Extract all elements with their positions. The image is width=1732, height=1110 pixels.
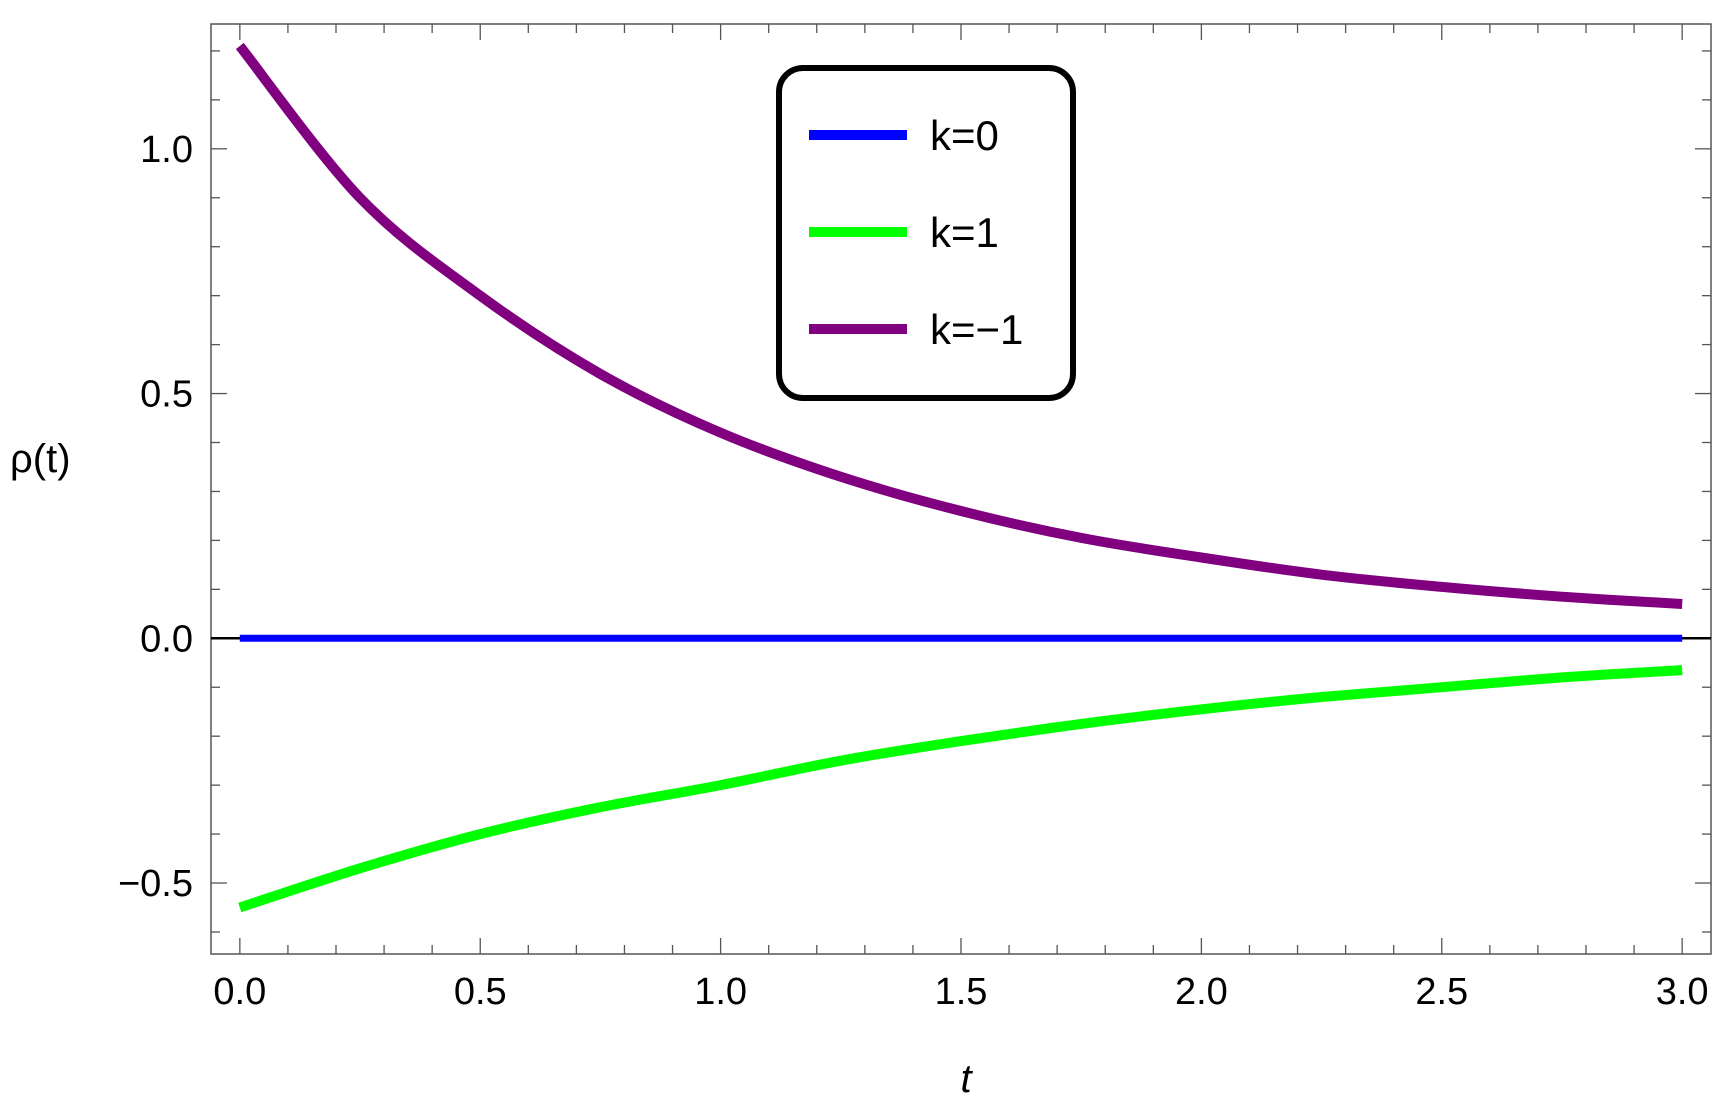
series-line-2 <box>235 42 1683 609</box>
x-tick-label: 1.5 <box>935 971 988 1013</box>
legend-label: k=0 <box>930 112 999 159</box>
x-axis-title: t <box>960 1057 973 1101</box>
x-tick-label: 2.0 <box>1175 971 1228 1013</box>
legend-label: k=1 <box>930 209 999 256</box>
x-tick-label: 1.0 <box>694 971 747 1013</box>
y-tick-label: −0.5 <box>118 863 193 905</box>
series-line-1 <box>238 665 1683 913</box>
x-tick-label: 0.0 <box>213 971 266 1013</box>
x-tick-label: 0.5 <box>454 971 507 1013</box>
legend-label: k=−1 <box>930 306 1023 353</box>
y-tick-label: 0.0 <box>140 618 193 660</box>
x-tick-label: 3.0 <box>1656 971 1709 1013</box>
y-axis-title: ρ(t) <box>10 437 71 481</box>
x-tick-label: 2.5 <box>1415 971 1468 1013</box>
series-layer <box>235 42 1683 913</box>
legend: k=0 k=1 k=−1 <box>776 65 1076 401</box>
legend-box <box>776 65 1076 401</box>
y-tick-label: 0.5 <box>140 374 193 416</box>
axes-layer: 0.0 0.5 1.0 1.5 2.0 2.5 3.0 −0.5 0.0 0.5 1.0 t ρ(t) <box>10 23 1712 1101</box>
y-tick-label: 1.0 <box>140 129 193 171</box>
